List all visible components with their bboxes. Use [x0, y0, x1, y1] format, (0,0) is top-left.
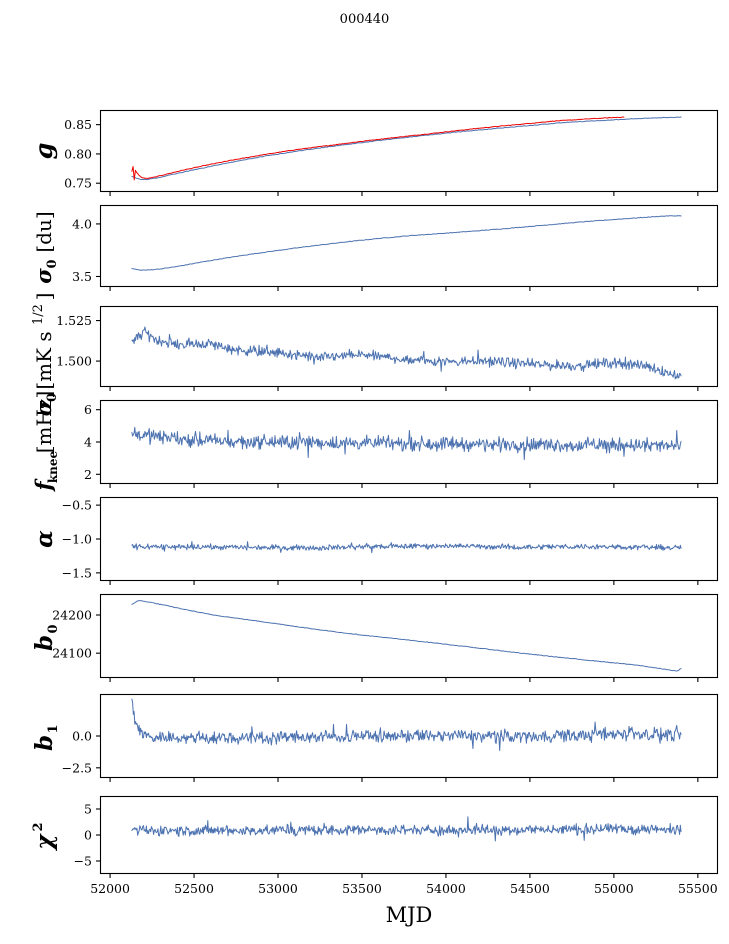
- x-tick-label: 54000: [426, 881, 466, 896]
- y-tick-label: −0.5: [62, 498, 92, 513]
- y-tick-label: 24100: [52, 646, 92, 661]
- panel-data: [131, 116, 682, 181]
- panel-frame: [99, 496, 719, 582]
- panel-frame: [99, 109, 719, 193]
- panel-data: [131, 215, 682, 271]
- series-sigma0-du: [131, 215, 682, 271]
- y-tick-label: −2.5: [62, 760, 92, 775]
- panel-g: 0.75 0.80 0.85 g: [29, 109, 719, 196]
- x-tick-label: 53000: [258, 881, 298, 896]
- panel-plot-area: [100, 594, 718, 678]
- panel-data: [131, 816, 682, 842]
- x-tick-label: 53500: [342, 881, 382, 896]
- x-tick-label: 55500: [678, 881, 718, 896]
- panel-plot-area: [100, 497, 718, 581]
- panel-frame: [99, 693, 719, 779]
- svg-text:0: 0: [45, 259, 60, 268]
- y-tick-label: 0.80: [64, 146, 92, 161]
- y-tick-label: 0: [84, 828, 92, 843]
- panel-data: [131, 600, 682, 672]
- y-axis-label: b1: [31, 724, 61, 751]
- svg-text:α: α: [31, 530, 58, 548]
- x-axis-label: MJD: [386, 903, 433, 927]
- svg-text:[mHz]: [mHz]: [32, 391, 56, 454]
- svg-text:b: b: [31, 735, 58, 751]
- panel-plot-area: [100, 205, 718, 287]
- panel-sigma-0-mk-s-1-2-: 1.500 1.525 σ0 [mK s 1/2]: [31, 293, 719, 417]
- svg-text:[mK s: [mK s: [32, 331, 56, 389]
- y-axis-label: χ2: [31, 822, 58, 851]
- panel-data: [131, 698, 682, 751]
- panel-frame: [99, 305, 719, 388]
- svg-text:]: ]: [32, 293, 56, 301]
- y-tick-label: 0.75: [64, 176, 92, 191]
- y-tick-label: 2: [84, 467, 92, 482]
- svg-text:2: 2: [31, 822, 46, 831]
- y-axis-label: σ0 [mK s 1/2]: [31, 293, 60, 417]
- y-axis-label: σ0 [du]: [31, 211, 60, 283]
- svg-text:σ: σ: [31, 268, 56, 284]
- panel-plot-area: [100, 306, 718, 387]
- series-b1: [131, 698, 682, 751]
- y-tick-label: 5: [84, 802, 92, 817]
- series-sigma0-mK: [131, 326, 682, 380]
- y-axis-label: g: [29, 143, 58, 160]
- svg-text:[du]: [du]: [32, 211, 56, 252]
- panel-sigma-0-du-: 3.5 4.0 σ0 [du]: [31, 204, 719, 291]
- x-tick-label: 54500: [510, 881, 550, 896]
- series-alpha: [131, 541, 682, 554]
- y-tick-label: 0.0: [72, 729, 92, 744]
- panel-frame: [99, 593, 719, 679]
- svg-text:1/2: 1/2: [31, 304, 46, 325]
- svg-text:1: 1: [46, 724, 61, 733]
- y-axis-label: α: [31, 530, 58, 548]
- y-tick-label: −5: [74, 854, 92, 869]
- panel-b-1: 0.0−2.5b1: [31, 693, 719, 782]
- svg-text:0: 0: [46, 624, 61, 633]
- svg-text:0: 0: [45, 393, 60, 402]
- svg-text:χ: χ: [31, 833, 58, 852]
- panel-data: [131, 541, 682, 554]
- x-tick-label: 52500: [174, 881, 214, 896]
- y-tick-label: 4.0: [72, 216, 92, 231]
- svg-text:σ: σ: [31, 400, 56, 416]
- series-fknee: [131, 426, 682, 461]
- panel-frame: [99, 204, 719, 288]
- panel-plot-area: [100, 110, 718, 192]
- y-tick-label: 24200: [52, 608, 92, 623]
- series-chi2: [131, 816, 682, 842]
- svg-text:g: g: [29, 143, 58, 160]
- panel-frame: [99, 795, 719, 875]
- svg-text:b: b: [31, 635, 58, 651]
- panel-frame: [99, 399, 719, 485]
- series-gain: [131, 116, 682, 181]
- y-tick-label: 6: [84, 402, 92, 417]
- y-axis-label: b0: [31, 624, 61, 651]
- y-tick-label: 4: [84, 435, 92, 450]
- y-tick-label: 1.525: [56, 313, 92, 328]
- series-b0: [131, 600, 682, 672]
- panel-chi-2: 5 0 −5 52000 52500 53000 53500 54000 54500 55000 5…: [31, 795, 719, 896]
- x-tick-label: 55000: [594, 881, 634, 896]
- panel-data: [131, 326, 682, 380]
- x-tick-label: 52000: [90, 881, 130, 896]
- y-tick-label: 1.500: [56, 354, 92, 369]
- chart-title: 000440: [340, 12, 390, 27]
- y-tick-label: −1.0: [62, 532, 92, 547]
- panel-alpha: −0.5 −1.0 −1.5 α: [31, 496, 719, 585]
- y-tick-label: −1.5: [62, 565, 92, 580]
- svg-text:knee: knee: [46, 450, 60, 483]
- y-tick-label: 0.85: [64, 117, 92, 132]
- series-gain-model: [131, 116, 625, 181]
- panel-data: [131, 426, 682, 461]
- panel-plot-area: [100, 796, 718, 874]
- y-tick-label: 3.5: [72, 269, 92, 284]
